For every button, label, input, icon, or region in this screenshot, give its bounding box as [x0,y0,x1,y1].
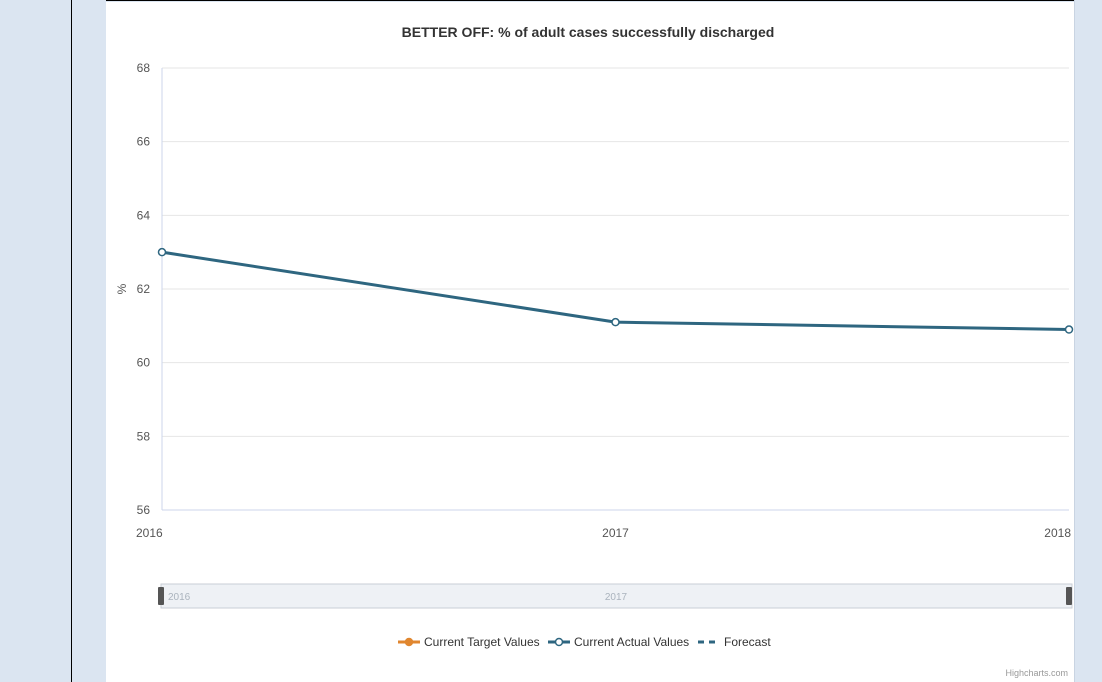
y-tick-label: 62 [137,282,151,296]
x-tick-label: 2018 [1044,526,1071,540]
navigator-handle-left[interactable] [158,587,164,605]
navigator-label-start: 2016 [168,592,191,603]
legend-item[interactable]: Current Actual Values [548,635,689,649]
y-axis-label: % [115,283,129,294]
data-point[interactable] [157,247,167,257]
grid-lines [161,67,1069,511]
navigator-handle-right[interactable] [1066,587,1072,605]
x-tick-label: 2016 [136,526,163,540]
table-cell-margin [72,0,106,682]
chart-title: BETTER OFF: % of adult cases successfull… [402,24,775,40]
x-axis-ticks: 2016 2017 2018 [136,526,1071,540]
legend-label: Forecast [724,635,771,649]
data-point[interactable] [611,317,620,327]
legend-item[interactable]: Forecast [698,635,771,649]
table-cell-right [1074,0,1102,682]
legend-label: Current Target Values [424,635,540,649]
y-tick-label: 64 [137,208,151,222]
y-tick-label: 60 [137,356,151,370]
table-frame-top [0,0,1102,1]
y-tick-label: 56 [137,503,151,517]
chart-panel [106,2,1074,682]
y-axis-ticks: 56 58 60 62 64 66 68 [137,61,151,517]
table-cell-left [0,0,72,682]
credits-text: Highcharts.com [1005,668,1068,678]
y-tick-label: 68 [137,61,151,75]
legend-item[interactable]: Current Target Values [398,635,540,649]
legend-marker [554,637,564,647]
legend-marker [404,637,414,647]
y-tick-label: 66 [137,135,151,149]
navigator-label-mid: 2017 [605,592,628,603]
series-group [157,247,1074,334]
x-tick-label: 2017 [602,526,629,540]
y-tick-label: 58 [137,429,151,443]
legend-label: Current Actual Values [574,635,689,649]
legend: Current Target Values Current Actual Valu… [398,635,771,649]
data-point[interactable] [1064,325,1074,334]
